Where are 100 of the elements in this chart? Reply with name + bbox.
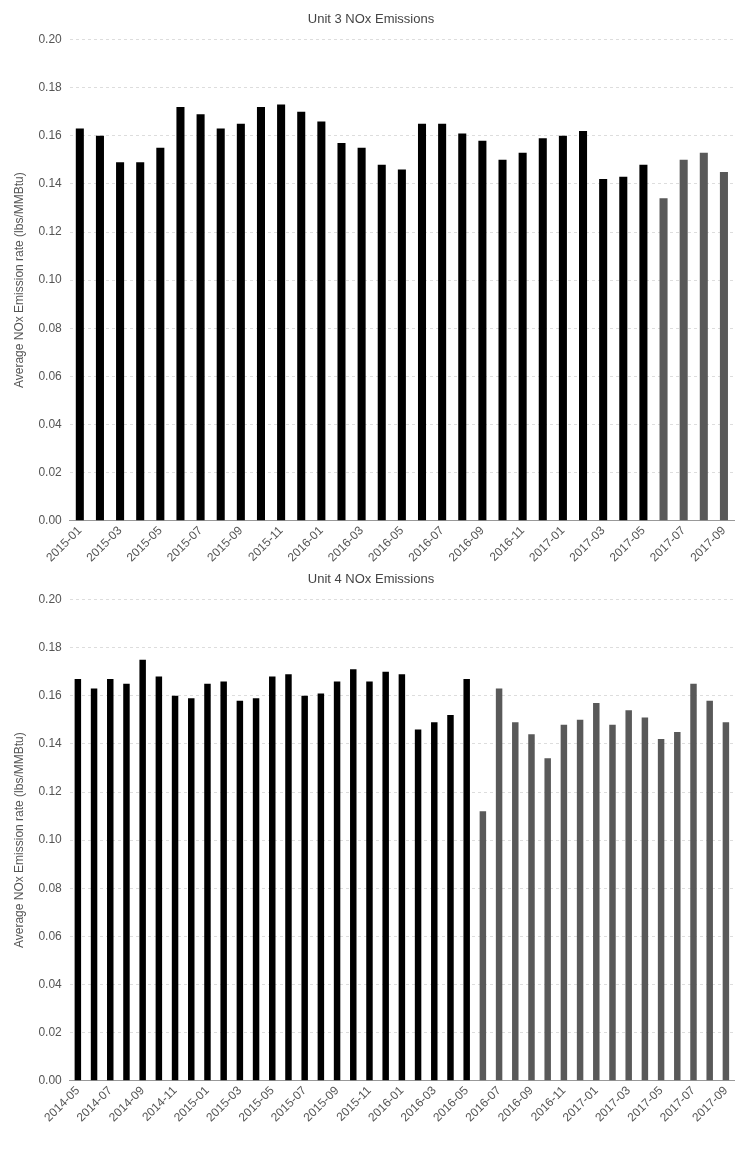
chart-title: Unit 4 NOx Emissions — [307, 571, 435, 587]
y-tick-label: 0.14 — [38, 736, 63, 751]
bar — [438, 123, 447, 521]
y-axis-title: Average NOx Emission rate (lbs/MMBtu) — [11, 172, 26, 389]
bar — [576, 719, 584, 1081]
bar — [269, 676, 276, 1081]
bar — [690, 683, 697, 1081]
bar — [75, 128, 84, 521]
bar — [479, 811, 487, 1081]
bar — [579, 131, 588, 521]
bar — [447, 715, 454, 1081]
bar — [599, 179, 608, 521]
bar — [90, 688, 98, 1081]
y-tick-label: 0.10 — [38, 832, 63, 847]
y-tick-label: 0.08 — [38, 320, 63, 335]
bar — [171, 695, 179, 1081]
y-tick-label: 0.02 — [38, 1024, 63, 1039]
bar — [538, 138, 547, 521]
bar — [641, 717, 649, 1081]
bar — [414, 729, 422, 1081]
bar — [625, 710, 632, 1081]
bar — [528, 734, 535, 1081]
bar — [236, 700, 244, 1081]
y-tick-label: 0.20 — [38, 591, 63, 606]
bar — [478, 140, 487, 521]
bar — [216, 128, 225, 521]
bar — [619, 176, 628, 521]
bar — [382, 671, 389, 1081]
bar — [74, 678, 82, 1081]
bar — [417, 123, 427, 521]
bar — [458, 133, 467, 521]
bar — [116, 162, 125, 521]
y-tick-label: 0.18 — [38, 80, 63, 95]
y-tick-label: 0.16 — [38, 128, 63, 143]
bar — [123, 683, 130, 1081]
bar — [107, 678, 114, 1081]
bar — [297, 111, 306, 521]
bar — [136, 162, 145, 521]
bar — [317, 121, 326, 521]
bar — [301, 695, 308, 1081]
bar — [518, 152, 527, 521]
y-tick-label: 0.00 — [38, 512, 63, 527]
bar — [204, 683, 211, 1081]
y-tick-label: 0.02 — [38, 464, 63, 479]
bar — [512, 722, 519, 1081]
bar — [256, 106, 265, 521]
bar — [639, 164, 648, 521]
bar — [706, 700, 713, 1081]
bar — [431, 722, 438, 1081]
bar — [139, 659, 146, 1081]
bar — [558, 135, 567, 521]
bar — [337, 143, 346, 521]
bar — [722, 722, 730, 1081]
chart-title: Unit 3 NOx Emissions — [307, 11, 435, 27]
y-tick-label: 0.20 — [38, 31, 63, 46]
y-tick-label: 0.06 — [38, 928, 63, 943]
bar — [377, 164, 386, 521]
bar — [156, 147, 165, 521]
y-tick-label: 0.04 — [38, 416, 63, 431]
bar — [220, 681, 227, 1081]
y-tick-label: 0.16 — [38, 688, 63, 703]
bar — [176, 106, 185, 521]
bar — [333, 681, 341, 1081]
y-tick-label: 0.08 — [38, 880, 63, 895]
bar — [397, 169, 406, 521]
bar — [252, 698, 260, 1081]
y-tick-label: 0.14 — [38, 176, 63, 191]
bar — [398, 674, 406, 1081]
y-tick-label: 0.04 — [38, 976, 63, 991]
bar — [679, 159, 688, 521]
y-tick-label: 0.10 — [38, 272, 63, 287]
bar — [188, 698, 195, 1081]
bar — [659, 198, 668, 521]
y-tick-label: 0.18 — [38, 640, 63, 655]
bar — [699, 152, 708, 521]
bar — [498, 159, 507, 521]
bar — [317, 693, 325, 1081]
bar — [719, 171, 728, 521]
bar — [95, 135, 104, 521]
bar — [285, 674, 292, 1081]
bar — [593, 703, 600, 1081]
y-tick-label: 0.12 — [38, 224, 63, 239]
bar — [366, 681, 373, 1081]
bar — [155, 676, 163, 1081]
bar — [495, 688, 503, 1081]
bar — [560, 724, 568, 1081]
bar — [196, 114, 205, 521]
y-axis-title: Average NOx Emission rate (lbs/MMBtu) — [11, 732, 26, 949]
bar — [350, 669, 357, 1081]
bar — [463, 678, 470, 1081]
bar — [657, 739, 665, 1081]
bar — [674, 731, 681, 1081]
bar — [236, 123, 245, 521]
bar — [357, 147, 366, 521]
bar — [277, 104, 286, 521]
bar — [544, 758, 551, 1081]
y-tick-label: 0.12 — [38, 784, 63, 799]
bar — [609, 724, 616, 1081]
y-tick-label: 0.06 — [38, 368, 63, 383]
y-tick-label: 0.00 — [38, 1072, 63, 1087]
